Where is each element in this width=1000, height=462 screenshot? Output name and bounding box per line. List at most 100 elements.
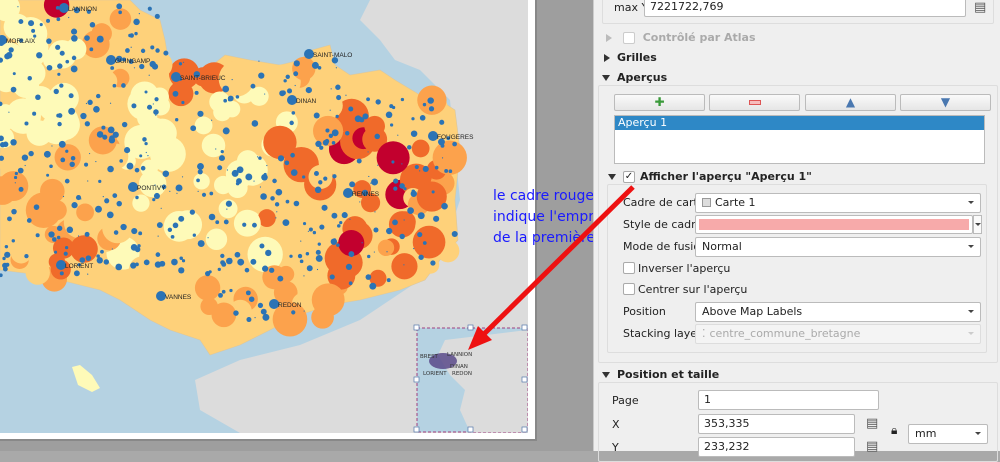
commune-point	[280, 90, 286, 96]
commune-point	[259, 243, 265, 249]
unit-select[interactable]: mm	[908, 424, 988, 444]
commune-point	[33, 204, 40, 210]
commune-point	[257, 302, 264, 308]
commune-point	[144, 90, 148, 94]
commune-point	[419, 170, 421, 172]
commune-point	[242, 222, 247, 227]
commune-point	[46, 18, 51, 23]
commune-point	[291, 310, 296, 315]
grids-section-header[interactable]: Grilles	[604, 51, 657, 64]
commune-point	[172, 90, 179, 97]
commune-point	[100, 249, 104, 254]
commune-point	[46, 173, 50, 177]
overview-list[interactable]: Aperçu 1	[614, 115, 985, 164]
max-y-input[interactable]: 7221722,769	[644, 0, 966, 17]
frame-style-dropdown[interactable]	[973, 215, 982, 234]
commune-point	[250, 83, 256, 89]
commune-point	[437, 138, 445, 146]
commune-point	[313, 112, 320, 119]
data-defined-override-icon[interactable]: ▤	[866, 439, 879, 454]
commune-polygon	[96, 70, 118, 92]
city-label: SAINT-BRIEUC	[180, 75, 226, 82]
commune-point	[417, 212, 425, 220]
commune-point	[226, 169, 229, 171]
commune-point	[419, 115, 426, 121]
commune-point	[341, 212, 348, 219]
commune-point	[86, 9, 91, 14]
commune-point	[189, 209, 196, 215]
commune-point	[400, 97, 405, 102]
commune-point	[130, 262, 137, 269]
commune-point	[98, 179, 102, 184]
commune-point	[374, 211, 376, 213]
main-map[interactable]: LANNION MORLAIX GUINGAMP SAINT-BRIEUC SAINT-…	[0, 0, 528, 433]
x-spinbox[interactable]: 353,335	[698, 414, 855, 434]
commune-point	[51, 237, 57, 242]
commune-polygon	[249, 86, 269, 106]
city-point	[269, 299, 279, 309]
center-overview-checkbox[interactable]	[623, 283, 635, 295]
commune-point	[129, 33, 134, 38]
page-spinbox[interactable]: 1	[698, 390, 879, 410]
blend-mode-value: Normal	[702, 240, 742, 253]
commune-point	[328, 133, 334, 138]
lock-ratio-icon[interactable]: 🔒︎	[891, 423, 898, 437]
y-spinbox[interactable]: 233,232	[698, 437, 855, 457]
position-size-header[interactable]: Position et taille	[602, 368, 719, 381]
commune-polygon	[132, 194, 150, 212]
invert-overview-checkbox[interactable]	[623, 262, 635, 274]
commune-polygon	[109, 8, 132, 30]
commune-point	[223, 219, 229, 225]
commune-polygon	[338, 229, 365, 257]
overviews-section-header[interactable]: Aperçus	[602, 71, 667, 84]
data-defined-override-icon[interactable]: ▤	[866, 416, 879, 431]
commune-point	[179, 256, 183, 261]
commune-point	[193, 71, 201, 78]
commune-point	[147, 155, 149, 157]
commune-point	[143, 259, 150, 266]
add-overview-button[interactable]: ✚	[614, 94, 705, 111]
city-point	[56, 260, 66, 270]
commune-point	[32, 111, 37, 116]
commune-point	[134, 167, 140, 173]
commune-point	[102, 195, 104, 198]
commune-point	[231, 169, 239, 177]
commune-point	[59, 50, 65, 56]
commune-point	[181, 176, 184, 178]
commune-point	[24, 164, 26, 167]
commune-point	[167, 227, 173, 232]
commune-point	[330, 88, 332, 90]
commune-point	[375, 99, 381, 105]
commune-point	[386, 227, 393, 235]
commune-point	[422, 165, 429, 173]
show-overview-checkbox[interactable]: ✓	[623, 171, 635, 183]
overview-list-item[interactable]: Aperçu 1	[615, 116, 984, 130]
move-down-button[interactable]: ▼	[900, 94, 991, 111]
commune-point	[315, 254, 323, 262]
commune-point	[308, 227, 313, 232]
remove-overview-button[interactable]	[709, 94, 800, 111]
commune-point	[175, 184, 183, 192]
map-frame-select[interactable]: Carte 1	[695, 193, 981, 213]
commune-point	[430, 260, 436, 266]
commune-polygon	[10, 242, 32, 264]
commune-point	[107, 165, 114, 173]
commune-point	[89, 22, 96, 28]
city-label: LORIENT	[65, 263, 93, 270]
show-overview-header[interactable]: ✓ Afficher l'aperçu "Aperçu 1"	[608, 170, 812, 183]
commune-choropleth	[0, 0, 467, 337]
blend-mode-select[interactable]: Normal	[695, 237, 981, 257]
frame-style-button[interactable]	[695, 215, 973, 234]
data-defined-override-icon[interactable]: ▤	[974, 0, 987, 15]
overview-extent	[429, 353, 457, 369]
position-select[interactable]: Above Map Labels	[695, 302, 981, 322]
city-label: DINAN	[296, 98, 317, 105]
move-up-button[interactable]: ▲	[805, 94, 896, 111]
layout-canvas[interactable]: LANNION MORLAIX GUINGAMP SAINT-BRIEUC SAINT-…	[0, 0, 593, 451]
commune-polygon	[376, 141, 410, 175]
commune-point	[85, 102, 88, 105]
stacking-layer-value: centre_commune_bretagne	[709, 327, 861, 340]
frame-style-label: Style de cadre	[623, 218, 703, 231]
commune-point	[68, 107, 76, 115]
